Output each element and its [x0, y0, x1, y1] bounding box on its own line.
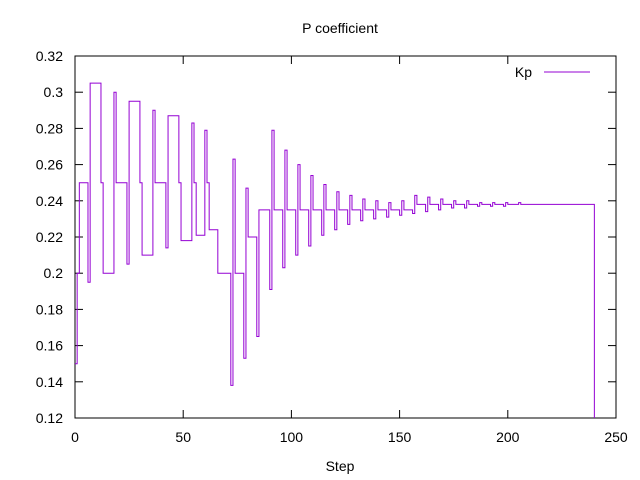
y-tick-label: 0.14: [36, 374, 63, 390]
y-tick-label: 0.24: [36, 193, 63, 209]
x-tick-label: 100: [280, 429, 304, 445]
y-axis: 0.12 0.14 0.16 0.18 0.2 0.22 0.24 0.26 0.28 0.3 0.…: [36, 48, 616, 426]
y-tick-label: 0.26: [36, 157, 63, 173]
series-layer: [75, 82, 595, 418]
x-tick-label: 50: [175, 429, 191, 445]
x-tick-label: 0: [71, 429, 79, 445]
plot-area-frame: [74, 55, 617, 419]
x-axis: 0 50 100 150 200 250: [71, 56, 628, 445]
legend-label-kp: Kp: [515, 64, 532, 80]
series-line-kp: [75, 82, 595, 418]
y-tick-label: 0.28: [36, 120, 63, 136]
chart-title: P coefficient: [302, 20, 378, 36]
x-tick-label: 200: [496, 429, 520, 445]
y-tick-label: 0.18: [36, 301, 63, 317]
y-tick-label: 0.32: [36, 48, 63, 64]
legend: Kp: [515, 64, 590, 80]
x-axis-label: Step: [326, 458, 355, 474]
y-tick-label: 0.16: [36, 338, 63, 354]
x-tick-label: 250: [604, 429, 628, 445]
x-tick-label: 150: [388, 429, 412, 445]
y-tick-label: 0.12: [36, 410, 63, 426]
y-tick-label: 0.3: [44, 84, 64, 100]
y-tick-label: 0.22: [36, 229, 63, 245]
y-tick-label: 0.2: [44, 265, 64, 281]
